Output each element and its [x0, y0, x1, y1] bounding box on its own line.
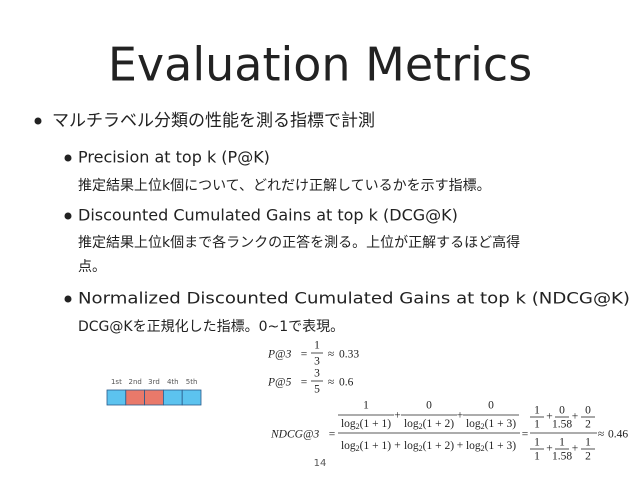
log: log — [466, 440, 481, 452]
log-arg: (1 + 1) — [360, 440, 392, 452]
formula-text: 0 — [585, 405, 591, 417]
formula-text: 1 — [585, 437, 591, 449]
formula-text: + — [394, 440, 401, 452]
item-description: 推定結果上位k個について、どれだけ正解しているかを示す指標。 — [78, 178, 491, 194]
formula-text: 0 — [488, 400, 494, 412]
log-arg: (1 + 2) — [423, 440, 455, 452]
log-term: log2(1 + 2) — [404, 418, 454, 431]
log-arg: (1 + 1) — [360, 418, 392, 430]
formula-text: 0.6 — [339, 377, 354, 389]
item-description: 推定結果上位k個まで各ランクの正答を測る。上位が正解するほど高得 — [78, 234, 520, 251]
formula-text: 0 — [559, 405, 565, 417]
formula-text: 2 — [585, 451, 591, 463]
bullet-dot — [34, 117, 42, 125]
formula-text: + — [457, 410, 464, 422]
item-description: DCG@Kを正規化した指標。0~1で表現。 — [78, 319, 344, 335]
formula-text: 3 — [314, 368, 320, 380]
page-number: 14 — [314, 458, 327, 469]
formula-text: 3 — [314, 356, 320, 368]
rank-box — [106, 389, 127, 406]
formula-text: NDCG@3 — [270, 429, 320, 441]
formula-text: 0.46 — [608, 429, 628, 441]
log-arg: (1 + 2) — [423, 418, 455, 430]
item-description: 点。 — [78, 259, 106, 275]
log: log — [466, 418, 481, 430]
log-term: log2(1 + 2) — [404, 440, 454, 453]
formula-text: + — [457, 440, 464, 452]
log: log — [341, 418, 356, 430]
rank-label: 4th — [167, 378, 179, 386]
formula-text: 1 — [314, 340, 320, 352]
formula-text: 1 — [363, 400, 369, 412]
rank-box — [125, 389, 146, 406]
formula-text: = — [301, 377, 308, 389]
formula-text: 1 — [534, 405, 540, 417]
formula-text: + — [572, 443, 579, 455]
formula-text: 0.33 — [339, 349, 359, 361]
log-base: 2 — [356, 422, 360, 431]
log-base: 2 — [481, 444, 485, 453]
log: log — [404, 440, 419, 452]
formula-text: 1.58 — [552, 451, 572, 463]
log-term: log2(1 + 3) — [466, 440, 516, 453]
formula-text: ≈ — [328, 349, 334, 361]
rank-box — [162, 389, 183, 406]
log-base: 2 — [356, 444, 360, 453]
formula-text: + — [572, 411, 579, 423]
formula-text: ≈ — [328, 377, 334, 389]
log-term: log2(1 + 1) — [341, 440, 391, 453]
log: log — [404, 418, 419, 430]
log-term: log2(1 + 3) — [466, 418, 516, 431]
formula-text: 1 — [534, 451, 540, 463]
formula-text: 2 — [585, 419, 591, 431]
formula-text: ≈ — [598, 429, 604, 441]
formula-text: + — [394, 410, 401, 422]
formula-text: 1 — [534, 437, 540, 449]
item-heading: Normalized Discounted Cumulated Gains at… — [78, 289, 630, 308]
item-heading: Discounted Cumulated Gains at top k (DCG… — [78, 206, 458, 225]
title: Evaluation Metrics — [108, 38, 532, 92]
formula-text: 1 — [559, 437, 565, 449]
log-base: 2 — [481, 422, 485, 431]
formula-text: + — [546, 443, 553, 455]
bullet-dot — [64, 295, 72, 303]
log-arg: (1 + 3) — [485, 418, 517, 430]
formula-text: P@5 — [267, 377, 292, 389]
formula-text: + — [546, 411, 553, 423]
bullet: マルチラベル分類の性能を測る指標で計測 — [52, 111, 375, 131]
formula-text: = — [522, 429, 529, 441]
formula-text: 0 — [426, 400, 432, 412]
log-base: 2 — [419, 444, 423, 453]
formula-text: = — [301, 349, 308, 361]
bullet-dot — [64, 212, 72, 220]
log: log — [341, 440, 356, 452]
item-heading: Precision at top k (P@K) — [78, 148, 270, 167]
rank-label: 1st — [111, 378, 122, 386]
formula-text: 5 — [314, 384, 320, 396]
formula-text: 1.58 — [552, 419, 572, 431]
log-base: 2 — [419, 422, 423, 431]
formula-text: P@3 — [267, 349, 292, 361]
rank-box — [144, 389, 164, 406]
rank-box — [181, 389, 202, 406]
log-term: log2(1 + 1) — [341, 418, 391, 431]
formula-text: = — [329, 429, 336, 441]
log-arg: (1 + 3) — [485, 440, 517, 452]
rank-label: 5th — [186, 378, 198, 386]
bullet-dot — [64, 154, 72, 162]
rank-label: 2nd — [129, 378, 142, 386]
formula-text: 1 — [534, 419, 540, 431]
rank-label: 3rd — [148, 378, 160, 386]
